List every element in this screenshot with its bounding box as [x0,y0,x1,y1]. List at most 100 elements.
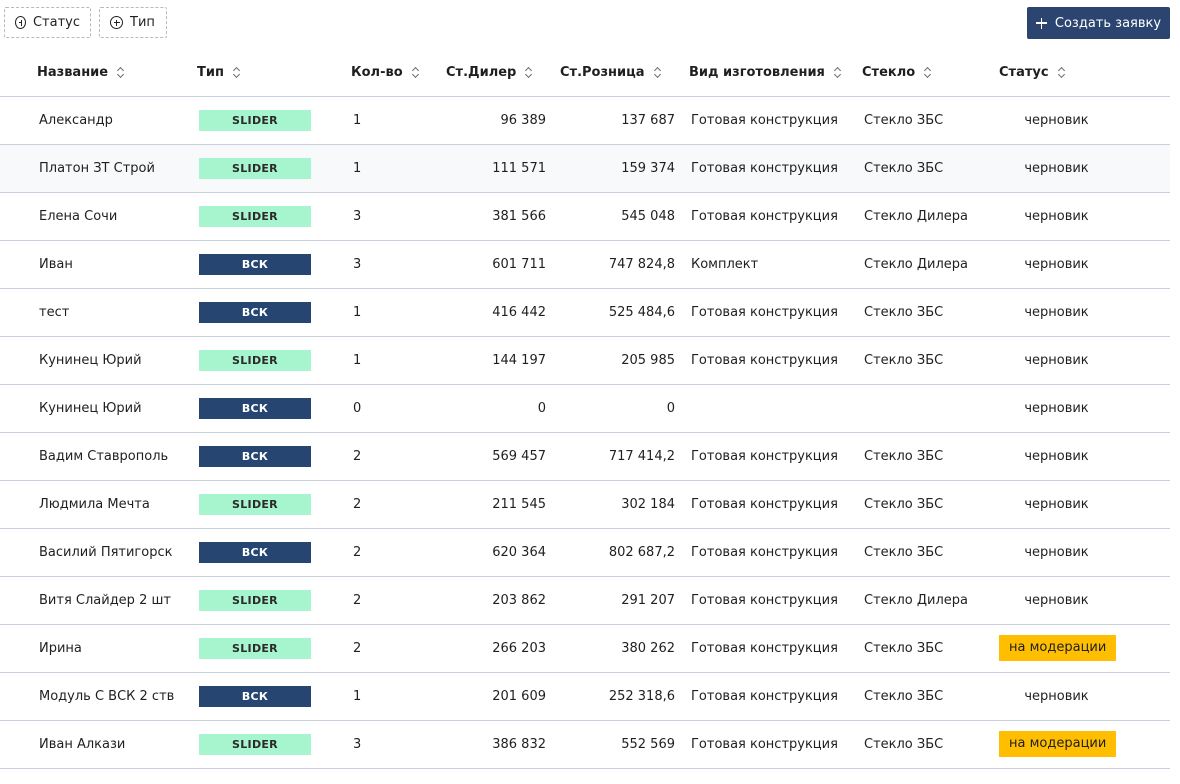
table-row[interactable]: Кунинец Юрий ВСК 0 0 0 черновик [0,384,1170,432]
cell-name: Кунинец Юрий [39,400,142,416]
cell-qty: 1 [353,112,362,128]
type-filter-label: Тип [130,15,155,30]
cell-status: на модерации [999,720,1170,768]
cell-dealer-price: 203 862 [492,592,546,608]
cell-qty: 1 [353,352,362,368]
cell-name: Платон ЗТ Строй [39,160,155,176]
cell-manufacture-kind: Готовая конструкция [691,112,838,128]
sort-icon[interactable] [232,66,242,79]
cell-glass: Стекло ЗБС [864,544,944,560]
type-tag: SLIDER [199,589,311,611]
cell-qty: 2 [353,640,362,656]
header-status-label: Статус [999,65,1049,81]
cell-qty: 2 [353,544,362,560]
cell-status: черновик [999,672,1170,720]
cell-glass [862,384,999,432]
sort-icon[interactable] [411,66,421,79]
cell-retail-price: 545 048 [621,208,675,224]
header-dealer-price[interactable]: Ст.Дилер [446,50,546,96]
sort-icon[interactable] [1057,66,1067,79]
cell-status: черновик [999,480,1170,528]
type-tag: ВСК [199,301,311,323]
cell-name: Людмила Мечта [39,496,150,512]
row-edge-cell [0,336,27,384]
cell-retail-price: 802 687,2 [608,544,675,560]
cell-name: Модуль С ВСК 2 ств [39,688,175,704]
sort-icon[interactable] [0,65,1,77]
header-name[interactable]: Название [27,50,197,96]
status-text: черновик [1024,112,1089,128]
create-request-button[interactable]: Создать заявку [1027,7,1170,39]
cell-dealer-price: 569 457 [492,448,546,464]
cell-dealer-price: 144 197 [492,352,546,368]
table-row[interactable]: Платон ЗТ Строй SLIDER 1 111 571 159 374 Гото… [0,144,1170,192]
cell-glass: Стекло ЗБС [864,496,944,512]
sort-icon[interactable] [117,66,126,79]
cell-type: ВСК [197,672,351,720]
cell-qty: 1 [353,304,362,320]
cell-dealer-price: 601 711 [492,256,546,272]
cell-status: черновик [999,288,1170,336]
cell-status: черновик [999,240,1170,288]
cell-glass: Стекло ЗБС [864,112,944,128]
header-status[interactable]: Статус [999,50,1170,96]
cell-dealer-price: 381 566 [492,208,546,224]
cell-type: SLIDER [197,192,351,240]
status-filter-button[interactable]: Статус [4,7,91,38]
table-row[interactable]: Иван ВСК 3 601 711 747 824,8 Комплект Стекло Д… [0,240,1170,288]
sort-icon[interactable] [833,66,843,79]
type-tag: SLIDER [199,733,311,755]
cell-qty: 2 [353,448,362,464]
row-edge-cell [0,624,27,672]
cell-type: ВСК [197,288,351,336]
table-row[interactable]: тест ВСК 1 416 442 525 484,6 Готовая конструк… [0,288,1170,336]
header-glass[interactable]: Стекло [862,50,999,96]
sort-icon[interactable] [653,66,663,79]
header-retail-price[interactable]: Ст.Розница [546,50,675,96]
table-row[interactable]: Василий Пятигорск ВСК 2 620 364 802 687,2 Гот… [0,528,1170,576]
cell-glass: Стекло ЗБС [864,304,944,320]
status-badge: на модерации [999,731,1117,757]
header-type[interactable]: Тип [197,50,351,96]
cell-glass: Стекло ЗБС [864,448,944,464]
sort-icon[interactable] [924,66,933,79]
cell-type: SLIDER [197,720,351,768]
table-row[interactable]: Вадим Ставрополь ВСК 2 569 457 717 414,2 Гото… [0,432,1170,480]
cell-retail-price: 302 184 [621,496,675,512]
cell-retail-price: 717 414,2 [608,448,675,464]
cell-status: черновик [999,528,1170,576]
table-row[interactable]: Иван Алкази SLIDER 3 386 832 552 569 Готовая … [0,720,1170,768]
table-row[interactable]: Людмила Мечта SLIDER 2 211 545 302 184 Готова… [0,480,1170,528]
table-row[interactable]: Кунинец Юрий SLIDER 1 144 197 205 985 Готовая… [0,336,1170,384]
header-qty[interactable]: Кол-во [351,50,446,96]
cell-glass: Стекло ЗБС [864,688,944,704]
table-row[interactable]: Елена Сочи SLIDER 3 381 566 545 048 Готовая к… [0,192,1170,240]
table-row[interactable]: Александр SLIDER 1 96 389 137 687 Готовая кон… [0,96,1170,144]
cell-retail-price: 525 484,6 [608,304,675,320]
cell-retail-price: 747 824,8 [608,256,675,272]
cell-qty: 3 [353,736,362,752]
row-edge-cell [0,240,27,288]
cell-manufacture-kind: Готовая конструкция [691,544,838,560]
requests-table: Название Тип Кол-во Ст.Дилер Ст.Розница … [0,50,1170,769]
cell-status: черновик [999,144,1170,192]
cell-manufacture-kind [675,384,862,432]
header-manufacture-kind[interactable]: Вид изготовления [675,50,862,96]
type-tag: SLIDER [199,493,311,515]
cell-name: тест [39,304,70,320]
table-row[interactable]: Модуль С ВСК 2 ств ВСК 1 201 609 252 318,6 Го… [0,672,1170,720]
cell-glass: Стекло ЗБС [864,160,944,176]
table-row[interactable]: Витя Слайдер 2 шт SLIDER 2 203 862 291 207 Го… [0,576,1170,624]
cell-type: SLIDER [197,624,351,672]
cell-dealer-price: 211 545 [492,496,546,512]
cell-dealer-price: 620 364 [492,544,546,560]
cell-dealer-price: 266 203 [492,640,546,656]
status-text: черновик [1024,400,1089,416]
cell-name: Иван Алкази [39,736,126,752]
header-kind-label: Вид изготовления [689,65,825,81]
type-filter-button[interactable]: Тип [99,7,167,38]
sort-icon[interactable] [525,66,534,79]
header-selector [0,50,27,96]
cell-dealer-price: 111 571 [492,160,546,176]
table-row[interactable]: Ирина SLIDER 2 266 203 380 262 Готовая констр… [0,624,1170,672]
